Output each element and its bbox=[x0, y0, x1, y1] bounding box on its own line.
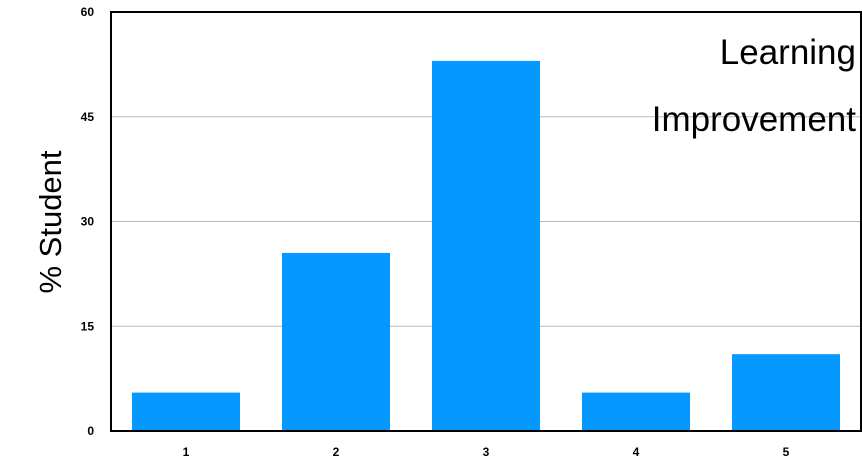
chart-title-line-2: Improvement bbox=[652, 100, 857, 139]
x-tick-label: 1 bbox=[183, 445, 190, 459]
bars bbox=[132, 60, 840, 432]
x-tick-label: 5 bbox=[783, 445, 790, 459]
y-tick-label: 45 bbox=[81, 110, 95, 124]
x-tick-label: 2 bbox=[333, 445, 340, 459]
bar-3 bbox=[432, 60, 540, 432]
bar-2 bbox=[282, 252, 390, 431]
x-tick-labels: 1 2 3 4 5 bbox=[183, 445, 790, 459]
y-tick-label: 0 bbox=[87, 424, 94, 438]
chart-title: Learning Improvement bbox=[652, 33, 857, 139]
chart-title-line-1: Learning bbox=[720, 33, 856, 72]
y-tick-label: 15 bbox=[81, 319, 95, 333]
plot-frame bbox=[110, 11, 862, 432]
y-tick-label: 60 bbox=[81, 5, 95, 19]
x-tick-label: 3 bbox=[483, 445, 490, 459]
x-tick-label: 4 bbox=[633, 445, 640, 459]
bar-4 bbox=[582, 392, 690, 431]
y-tick-label: 30 bbox=[81, 215, 95, 229]
bar-1 bbox=[132, 392, 240, 431]
y-tick-labels: 0 15 30 45 60 bbox=[81, 5, 95, 438]
bar-5 bbox=[732, 354, 840, 431]
y-axis-title: % Student bbox=[33, 150, 68, 293]
